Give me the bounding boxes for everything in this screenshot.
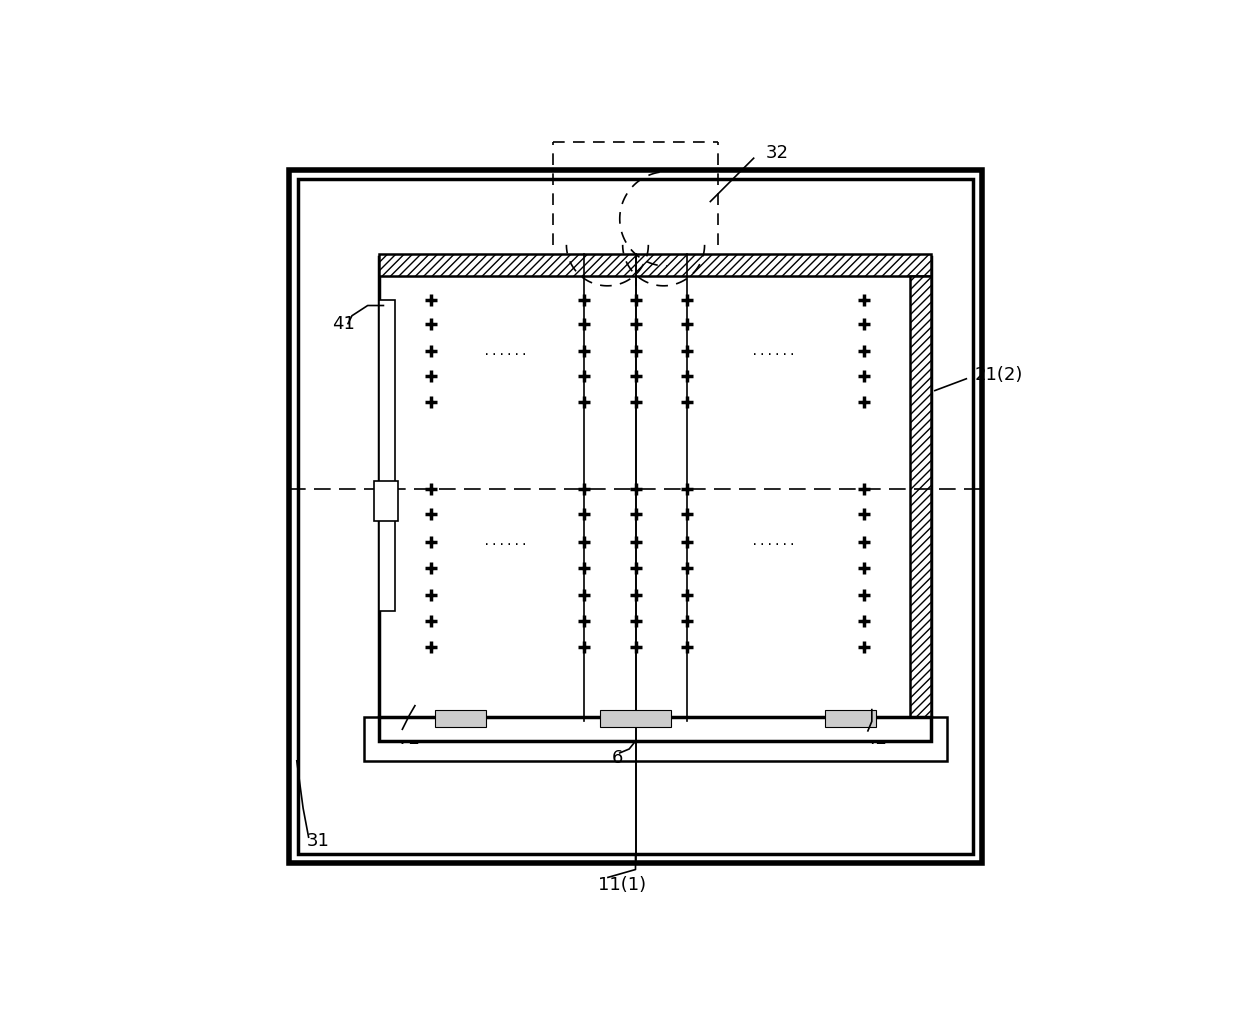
Text: 6: 6 (611, 750, 624, 767)
Bar (374, 481, 398, 521)
Text: 21(2): 21(2) (975, 366, 1023, 384)
Bar (299, 179, 972, 854)
Text: 31: 31 (308, 832, 330, 850)
Text: ......: ...... (484, 535, 528, 548)
Bar (435, 710, 486, 727)
Text: ......: ...... (751, 535, 796, 548)
Text: ......: ...... (751, 345, 796, 358)
Bar (379, 717, 931, 741)
Bar (910, 276, 931, 721)
Bar (379, 255, 931, 276)
Bar (363, 717, 946, 761)
Bar (600, 710, 671, 727)
Text: 41: 41 (332, 315, 355, 332)
Bar (379, 257, 931, 721)
Bar (825, 710, 875, 727)
Bar (379, 300, 396, 611)
Text: 42: 42 (864, 729, 887, 748)
Text: 11(1): 11(1) (599, 877, 646, 894)
Text: ......: ...... (484, 345, 528, 358)
Text: 72: 72 (398, 729, 420, 748)
Bar (289, 170, 982, 863)
Text: 32: 32 (765, 143, 789, 162)
